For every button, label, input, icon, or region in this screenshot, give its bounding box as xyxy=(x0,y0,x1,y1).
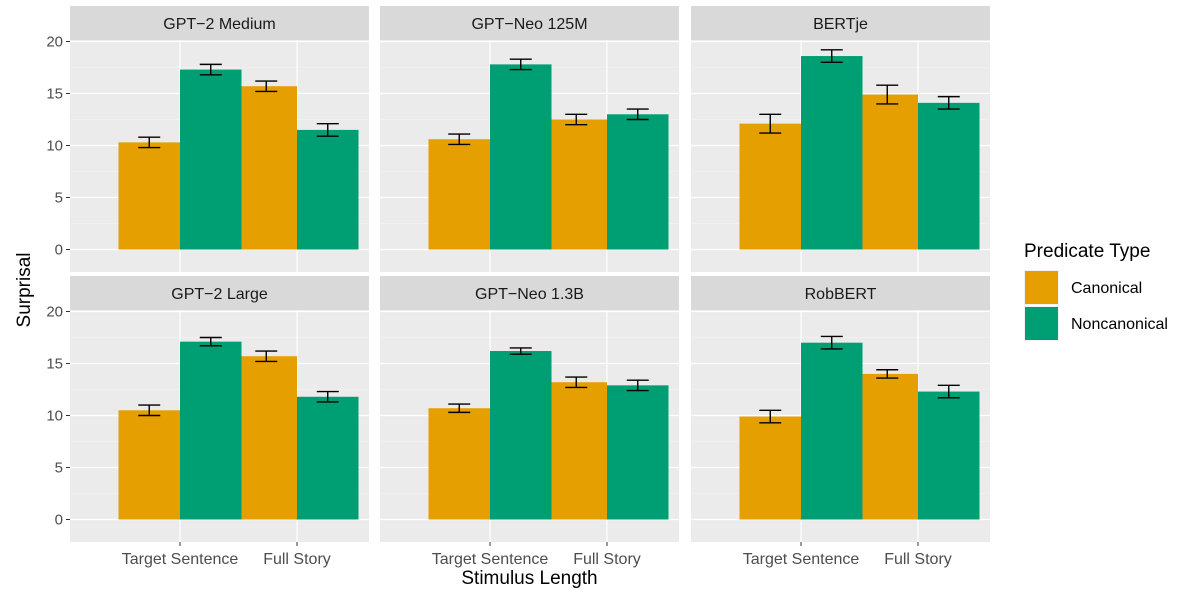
x-tick-label-full-story: Full Story xyxy=(263,551,331,568)
facet-title-gpt-2-medium: GPT−2 Medium xyxy=(163,16,275,33)
bar-bertje-canonical-target-sentence xyxy=(739,123,801,250)
bar-robbert-canonical-full-story xyxy=(856,373,918,520)
x-axis-title: Stimulus Length xyxy=(461,568,597,588)
y-tick-label: 15 xyxy=(46,86,63,103)
bar-gpt-neo-1-3b-canonical-target-sentence xyxy=(428,408,490,520)
y-tick-label: 0 xyxy=(55,512,63,529)
bar-robbert-canonical-target-sentence xyxy=(739,416,801,520)
bar-robbert-noncanonical-full-story xyxy=(918,391,980,520)
bar-gpt-2-medium-canonical-target-sentence xyxy=(118,142,180,250)
legend-swatch-noncanonical xyxy=(1025,307,1058,340)
legend-swatch-canonical xyxy=(1025,271,1058,304)
bar-gpt-2-large-canonical-target-sentence xyxy=(118,410,180,520)
legend-label-noncanonical: Noncanonical xyxy=(1071,316,1168,333)
facet-strip-gpt-neo-1-3b xyxy=(380,276,679,310)
legend-label-canonical: Canonical xyxy=(1071,280,1142,297)
y-tick-label: 20 xyxy=(46,304,63,321)
y-axis-title: Surprisal xyxy=(14,253,35,328)
y-tick-label: 0 xyxy=(55,242,63,259)
x-tick-label-target-sentence: Target Sentence xyxy=(743,551,860,568)
facet-title-bertje: BERTje xyxy=(813,16,868,33)
y-tick-label: 15 xyxy=(46,356,63,373)
x-tick-label-target-sentence: Target Sentence xyxy=(432,551,549,568)
facet-title-gpt-2-large: GPT−2 Large xyxy=(171,286,268,303)
x-tick-label-target-sentence: Target Sentence xyxy=(122,551,239,568)
bar-gpt-2-medium-noncanonical-full-story xyxy=(297,129,359,250)
y-tick-label: 10 xyxy=(46,138,63,155)
x-tick-label-full-story: Full Story xyxy=(573,551,641,568)
bar-gpt-2-medium-noncanonical-target-sentence xyxy=(180,69,242,250)
bar-gpt-2-large-noncanonical-full-story xyxy=(297,396,359,520)
y-tick-label: 5 xyxy=(55,460,63,477)
facet-title-gpt-neo-125m: GPT−Neo 125M xyxy=(471,16,587,33)
bar-gpt-neo-125m-noncanonical-full-story xyxy=(607,114,669,250)
bar-bertje-noncanonical-target-sentence xyxy=(801,56,863,250)
bar-gpt-neo-125m-noncanonical-target-sentence xyxy=(490,64,552,250)
y-tick-label: 5 xyxy=(55,190,63,207)
facet-strip-gpt-2-medium xyxy=(70,6,369,40)
bar-bertje-canonical-full-story xyxy=(856,94,918,250)
legend-title: Predicate Type xyxy=(1024,241,1150,262)
bar-gpt-neo-125m-canonical-target-sentence xyxy=(428,139,490,250)
bar-gpt-neo-125m-canonical-full-story xyxy=(545,119,607,250)
facet-title-robbert: RobBERT xyxy=(805,286,877,303)
facet-strip-gpt-neo-125m xyxy=(380,6,679,40)
bar-gpt-2-large-noncanonical-target-sentence xyxy=(180,341,242,520)
facet-strip-bertje xyxy=(691,6,990,40)
facet-strip-gpt-2-large xyxy=(70,276,369,310)
y-tick-label: 20 xyxy=(46,34,63,51)
bar-gpt-neo-1-3b-canonical-full-story xyxy=(545,382,607,520)
facet-strip-robbert xyxy=(691,276,990,310)
bar-robbert-noncanonical-target-sentence xyxy=(801,342,863,520)
bar-bertje-noncanonical-full-story xyxy=(918,102,980,250)
x-tick-label-full-story: Full Story xyxy=(884,551,952,568)
bar-gpt-2-large-canonical-full-story xyxy=(235,356,297,520)
bar-gpt-neo-1-3b-noncanonical-target-sentence xyxy=(490,351,552,520)
bar-gpt-2-medium-canonical-full-story xyxy=(235,86,297,250)
y-tick-label: 10 xyxy=(46,408,63,425)
facet-title-gpt-neo-1-3b: GPT−Neo 1.3B xyxy=(475,286,584,303)
bar-gpt-neo-1-3b-noncanonical-full-story xyxy=(607,385,669,520)
